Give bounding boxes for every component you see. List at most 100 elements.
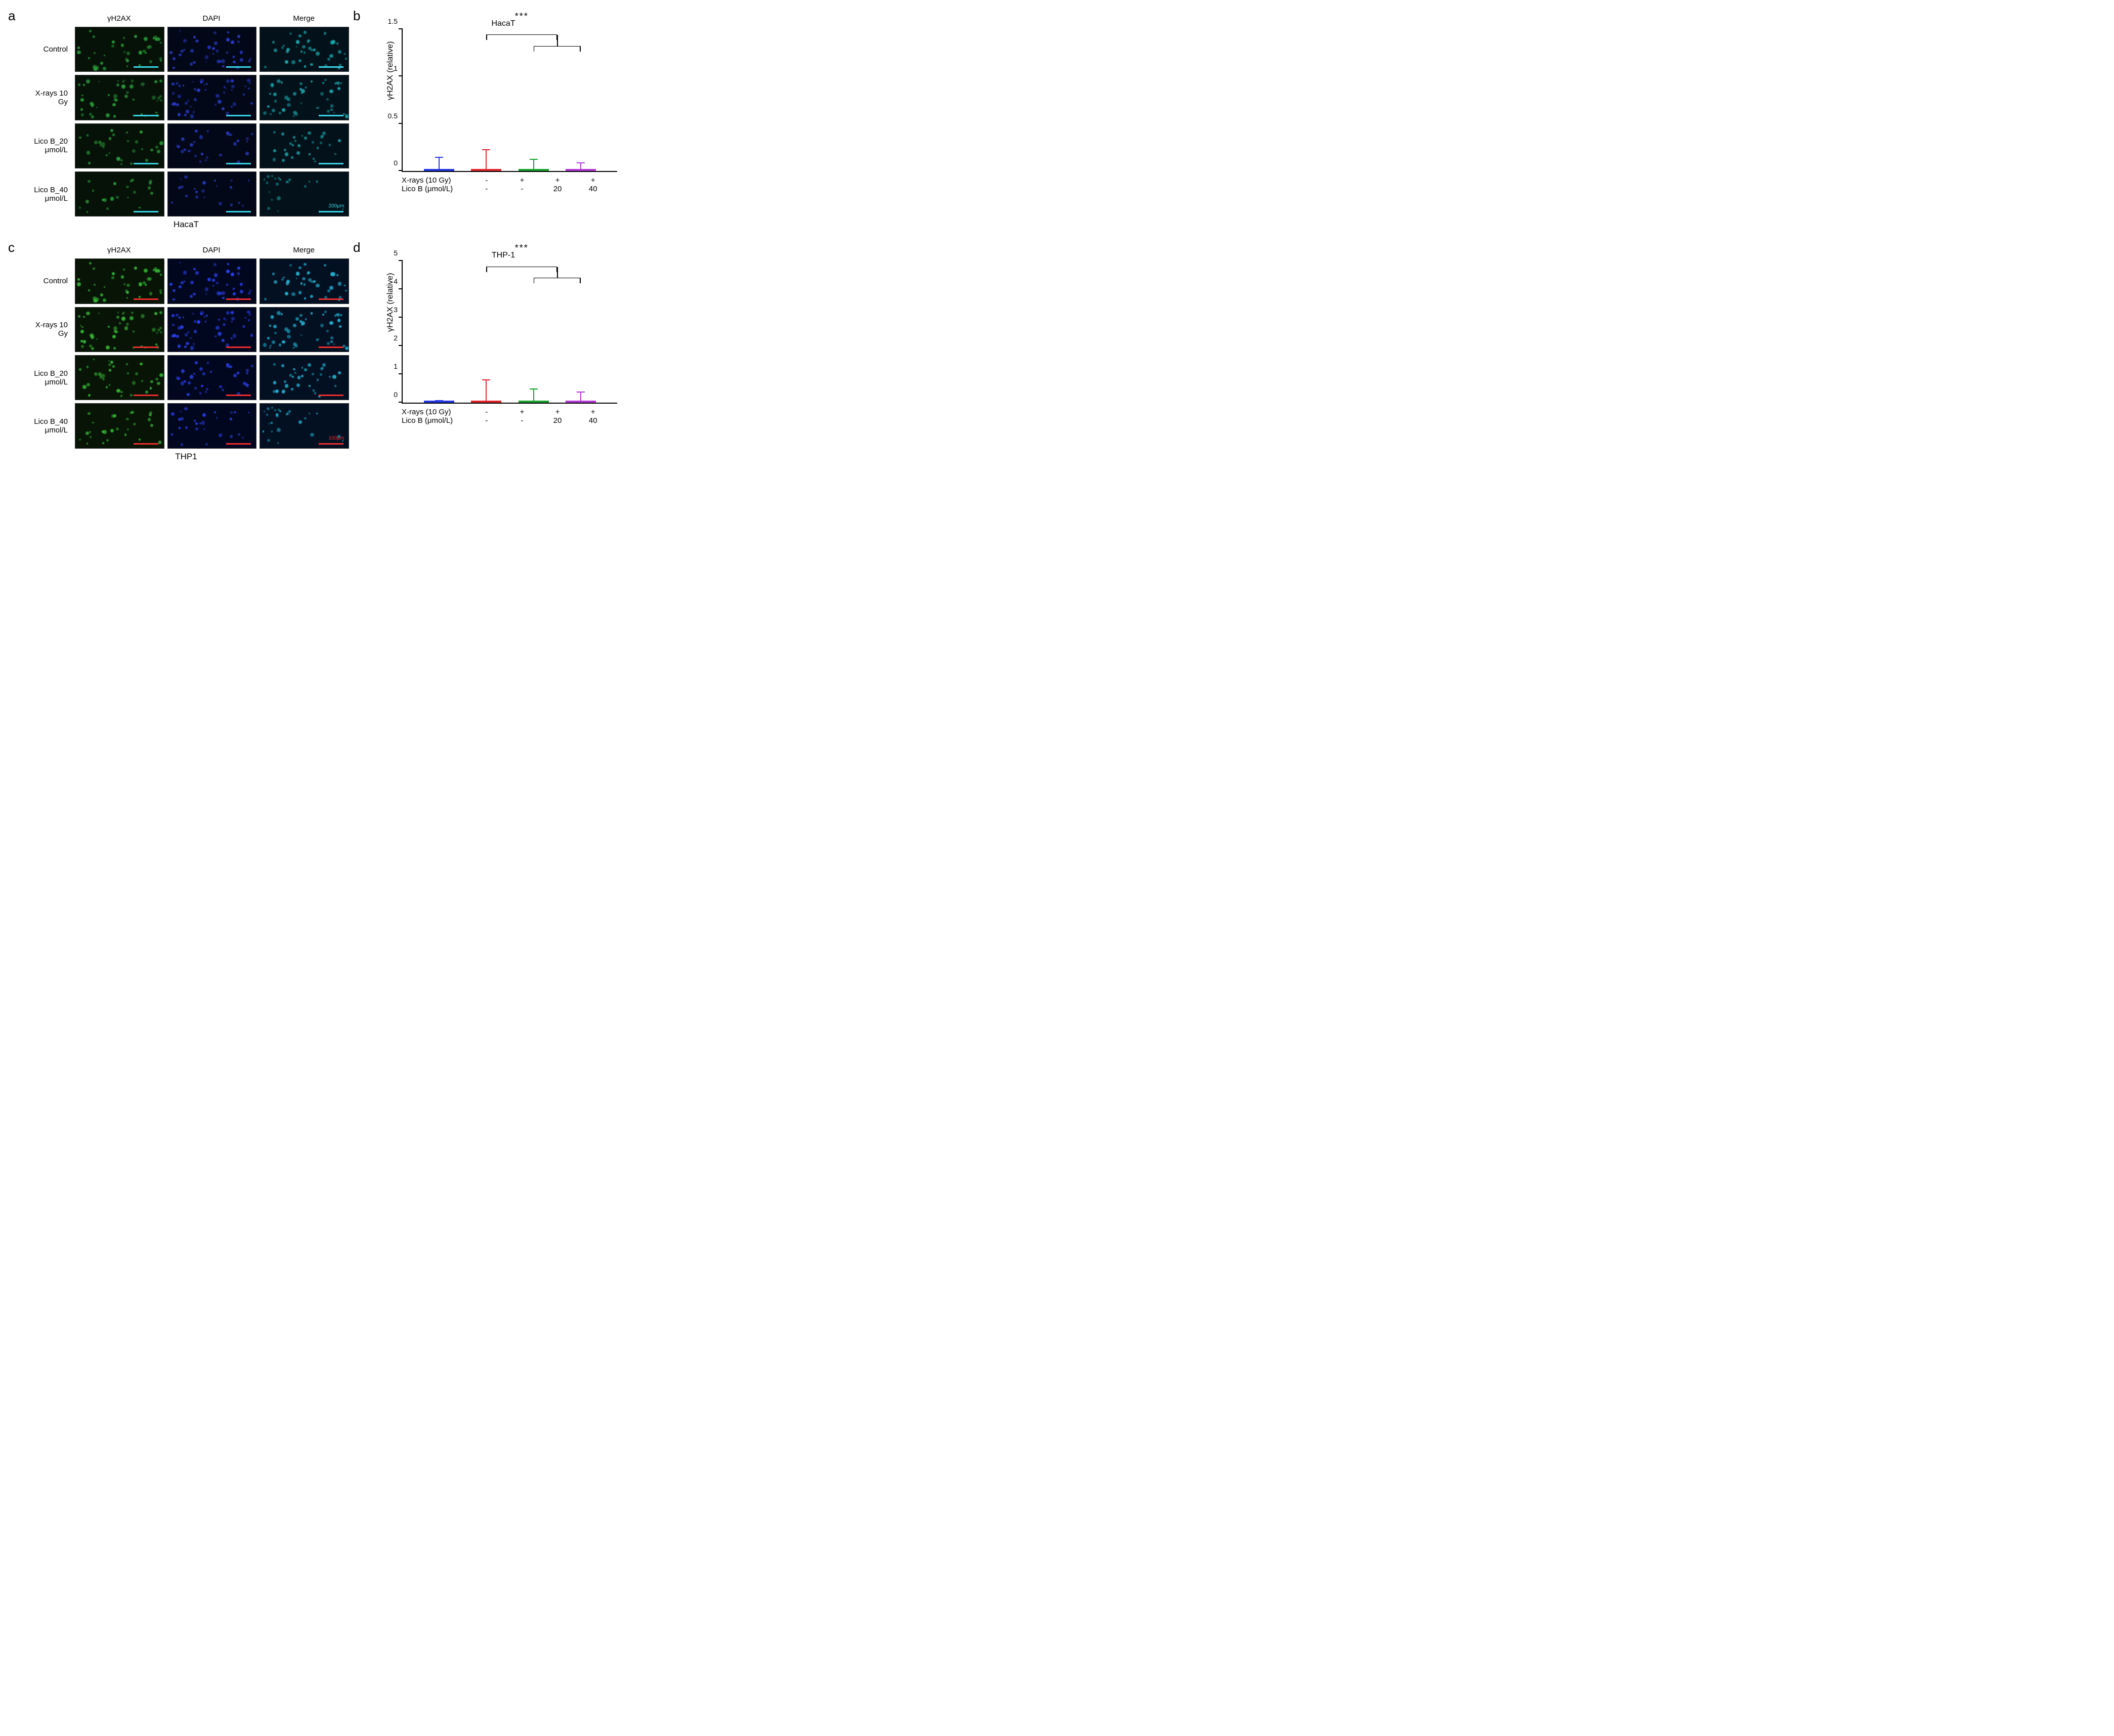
scale-bar	[134, 346, 158, 348]
microscopy-image	[75, 355, 164, 400]
x-condition-label: Lico B (μmol/L)	[402, 416, 462, 425]
error-bar	[533, 159, 534, 170]
row-header: Lico B_40 μmol/L	[24, 417, 71, 435]
microscopy-image	[75, 258, 164, 303]
fluorescence-overlay	[260, 404, 349, 448]
fluorescence-overlay	[168, 356, 256, 400]
x-condition-value: -	[469, 185, 504, 193]
scale-bar	[319, 163, 343, 164]
x-condition-label: Lico B (μmol/L)	[402, 185, 462, 193]
scale-bar	[226, 346, 251, 348]
axis-tick-label: 1.5	[384, 17, 398, 25]
fluorescence-overlay	[75, 308, 164, 352]
row-header: Control	[24, 45, 71, 54]
scale-bar	[226, 298, 251, 300]
column-header: γH2AX	[75, 246, 163, 255]
x-condition-value: -	[469, 408, 504, 416]
column-header: Merge	[260, 14, 348, 24]
scale-bar	[134, 443, 158, 445]
scale-bar	[226, 163, 251, 164]
panel-label: c	[8, 240, 15, 255]
microscopy-grid-thp1: γH2AX DAPI Merge Control X-rays 10 Gy	[24, 246, 348, 448]
bar-chart-hacat: HacaT γH2AX (relative) 0 0.5 1 1.5	[369, 14, 620, 195]
microscopy-image	[260, 123, 349, 168]
x-condition-value: +	[504, 176, 540, 185]
scale-bar	[134, 395, 158, 396]
bar	[519, 401, 549, 403]
axis-tick-label: 0	[384, 159, 398, 167]
x-condition-value: +	[504, 408, 540, 416]
row-header: X-rays 10 Gy	[24, 321, 71, 338]
microscopy-image	[260, 355, 349, 400]
significance-label: ***	[515, 243, 529, 253]
column-header: Merge	[260, 246, 348, 255]
fluorescence-overlay	[260, 124, 349, 168]
error-bar	[439, 400, 440, 402]
scale-bar	[134, 115, 158, 116]
x-condition-value: +	[540, 408, 575, 416]
microscopy-image	[75, 75, 164, 120]
chart-area: γH2AX (relative) 0 0.5 1 1.5	[402, 29, 617, 172]
panel-c: c γH2AX DAPI Merge Control X-rays 10 Gy	[10, 242, 350, 463]
scale-bar	[134, 211, 158, 212]
x-condition-label: X-rays (10 Gy)	[402, 408, 462, 416]
microscopy-image	[75, 123, 164, 168]
bar	[566, 169, 596, 171]
microscopy-image	[167, 258, 257, 303]
error-bar	[486, 149, 487, 170]
x-condition-value: 20	[540, 185, 575, 193]
microscopy-image	[167, 403, 257, 448]
scale-bar	[319, 298, 343, 300]
column-header: γH2AX	[75, 14, 163, 24]
row-header: X-rays 10 Gy	[24, 89, 71, 106]
bar	[471, 169, 501, 171]
significance-bracket	[486, 34, 557, 35]
panel-d: d THP-1 γH2AX (relative) 0 1 2 3 4 5	[355, 242, 622, 463]
row-header: Control	[24, 277, 71, 285]
bar-chart-thp1: THP-1 γH2AX (relative) 0 1 2 3 4 5	[369, 246, 620, 427]
fluorescence-overlay	[168, 404, 256, 448]
fluorescence-overlay	[260, 27, 349, 71]
scale-bar	[226, 211, 251, 212]
row-header: Lico B_20 μmol/L	[24, 137, 71, 154]
bar	[519, 169, 549, 171]
fluorescence-overlay	[75, 356, 164, 400]
fluorescence-overlay	[168, 124, 256, 168]
scale-bar	[134, 298, 158, 300]
x-axis-conditions: X-rays (10 Gy) -+++ Lico B (μmol/L) --20…	[402, 408, 617, 425]
microscopy-image	[260, 307, 349, 352]
fluorescence-overlay	[260, 356, 349, 400]
x-condition-value: -	[504, 185, 540, 193]
x-condition-value: -	[504, 416, 540, 425]
microscopy-image	[260, 27, 349, 72]
axis-tick-label: 3	[384, 306, 398, 314]
scale-bar	[319, 443, 343, 445]
column-header: DAPI	[167, 246, 256, 255]
axis-tick-label: 5	[384, 249, 398, 257]
x-condition-label: X-rays (10 Gy)	[402, 176, 462, 185]
microscopy-grid-hacat: γH2AX DAPI Merge Control X-rays 10 Gy	[24, 14, 348, 216]
axis-tick-label: 0	[384, 390, 398, 399]
fluorescence-overlay	[260, 259, 349, 303]
x-condition-value: 40	[575, 416, 611, 425]
scale-bar-text: 100μm	[329, 436, 344, 441]
microscopy-image	[75, 307, 164, 352]
scale-bar	[134, 163, 158, 164]
error-bar	[533, 388, 534, 402]
panel-a: a γH2AXDAPIMergeControl X-rays 10 Gy	[10, 10, 350, 232]
x-condition-value: -	[469, 176, 504, 185]
scale-bar	[226, 115, 251, 116]
scale-bar	[319, 346, 343, 348]
column-header: DAPI	[167, 14, 256, 24]
axis-tick-label: 0.5	[384, 112, 398, 120]
microscopy-image	[167, 355, 257, 400]
panel-label: d	[353, 240, 360, 255]
scale-bar	[226, 66, 251, 68]
axis-tick-label: 1	[384, 362, 398, 370]
fluorescence-overlay	[75, 27, 164, 71]
microscopy-image	[260, 75, 349, 120]
axis-tick-label: 1	[384, 64, 398, 72]
fluorescence-overlay	[168, 27, 256, 71]
fluorescence-overlay	[168, 259, 256, 303]
axis-tick-label: 2	[384, 334, 398, 342]
